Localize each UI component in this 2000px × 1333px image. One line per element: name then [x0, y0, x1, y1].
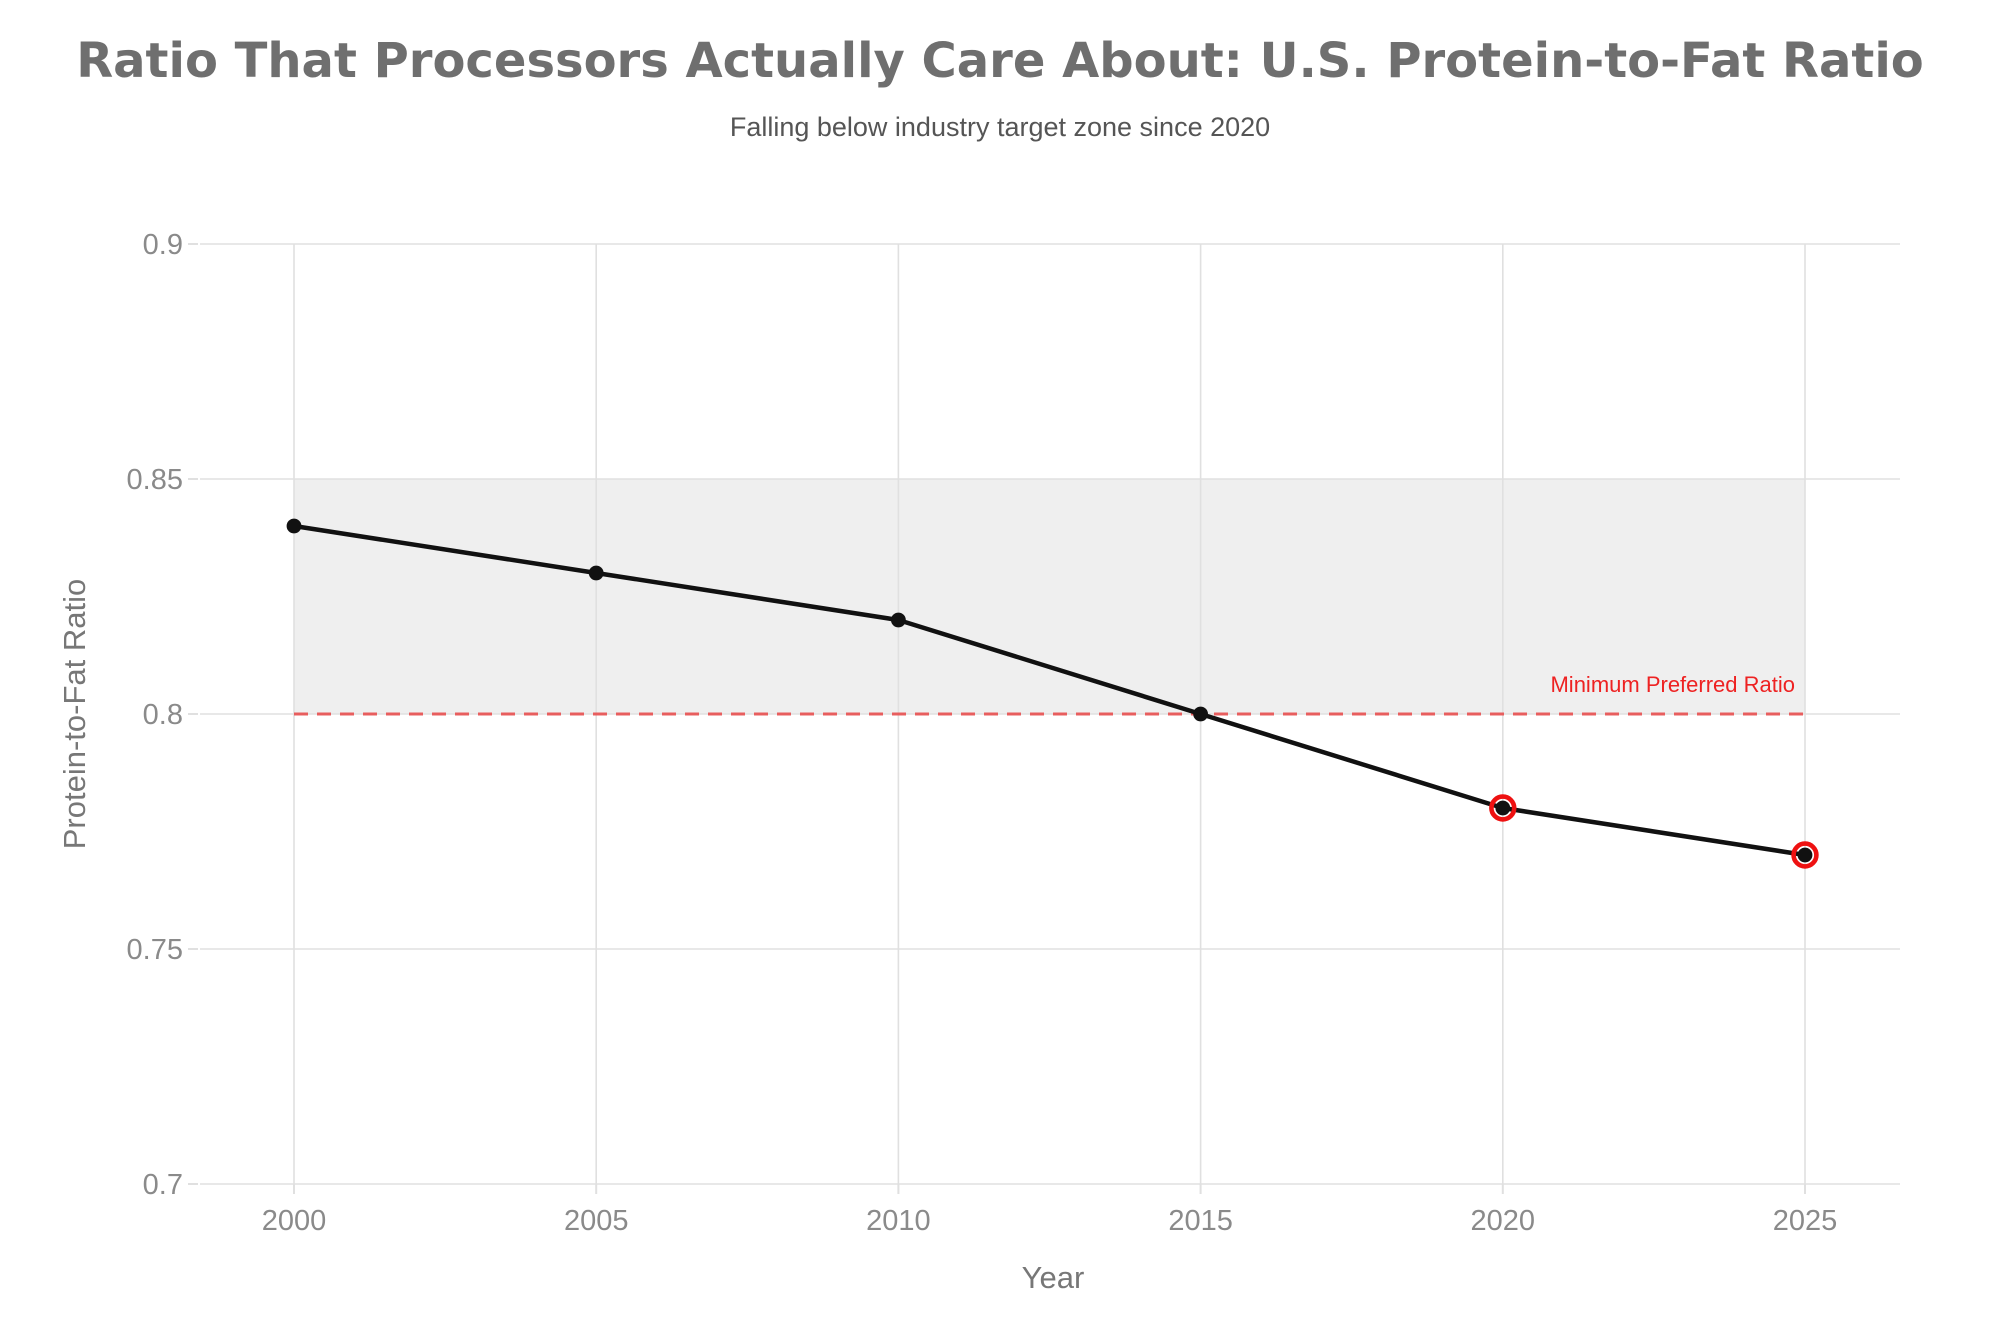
target-zone-band: [294, 479, 1805, 714]
y-tick-label: 0.7: [143, 1169, 183, 1201]
data-point: [286, 518, 302, 534]
x-tick-label: 2025: [1773, 1205, 1838, 1237]
y-tick-label: 0.8: [143, 699, 183, 731]
x-tick-label: 2015: [1168, 1205, 1233, 1237]
y-tick-label: 0.85: [127, 464, 183, 496]
chart-title: Ratio That Processors Actually Care Abou…: [76, 33, 1924, 89]
data-point: [588, 565, 604, 581]
y-tick-label: 0.75: [127, 934, 183, 966]
data-point: [1193, 706, 1208, 722]
data-point: [891, 612, 906, 628]
x-axis-title: Year: [1021, 1260, 1085, 1295]
x-tick-label: 2010: [866, 1205, 931, 1237]
x-tick-label: 2005: [564, 1205, 629, 1237]
data-point: [1495, 800, 1511, 816]
data-point: [1797, 847, 1813, 863]
x-tick-label: 2020: [1471, 1205, 1536, 1237]
y-tick-label: 0.9: [143, 229, 183, 261]
chart-subtitle: Falling below industry target zone since…: [729, 112, 1271, 142]
x-tick-label: 2000: [262, 1205, 327, 1237]
highlight-ring: [1791, 841, 1819, 869]
highlight-ring: [1489, 794, 1517, 822]
series-line: [291, 523, 1808, 858]
y-axis-title: Protein-to-Fat Ratio: [57, 578, 92, 850]
threshold-label: Minimum Preferred Ratio: [1550, 672, 1795, 697]
